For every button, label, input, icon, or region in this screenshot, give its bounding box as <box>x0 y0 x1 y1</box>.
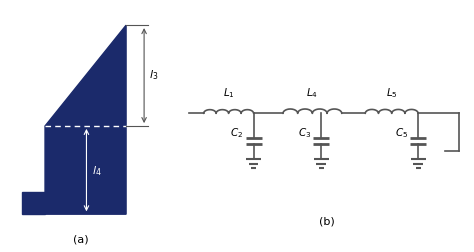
Text: $L_5$: $L_5$ <box>386 86 398 100</box>
Text: $l_3$: $l_3$ <box>149 69 159 82</box>
Polygon shape <box>45 25 126 214</box>
Text: $C_3$: $C_3$ <box>298 127 311 140</box>
Text: $C_5$: $C_5$ <box>395 127 408 140</box>
Text: $l_4$: $l_4$ <box>92 165 101 178</box>
Polygon shape <box>22 192 45 214</box>
Text: $L_4$: $L_4$ <box>306 86 319 100</box>
Text: (b): (b) <box>319 217 335 227</box>
Text: $L_1$: $L_1$ <box>223 86 235 100</box>
Text: $C_2$: $C_2$ <box>230 127 243 140</box>
Text: (a): (a) <box>73 234 89 244</box>
